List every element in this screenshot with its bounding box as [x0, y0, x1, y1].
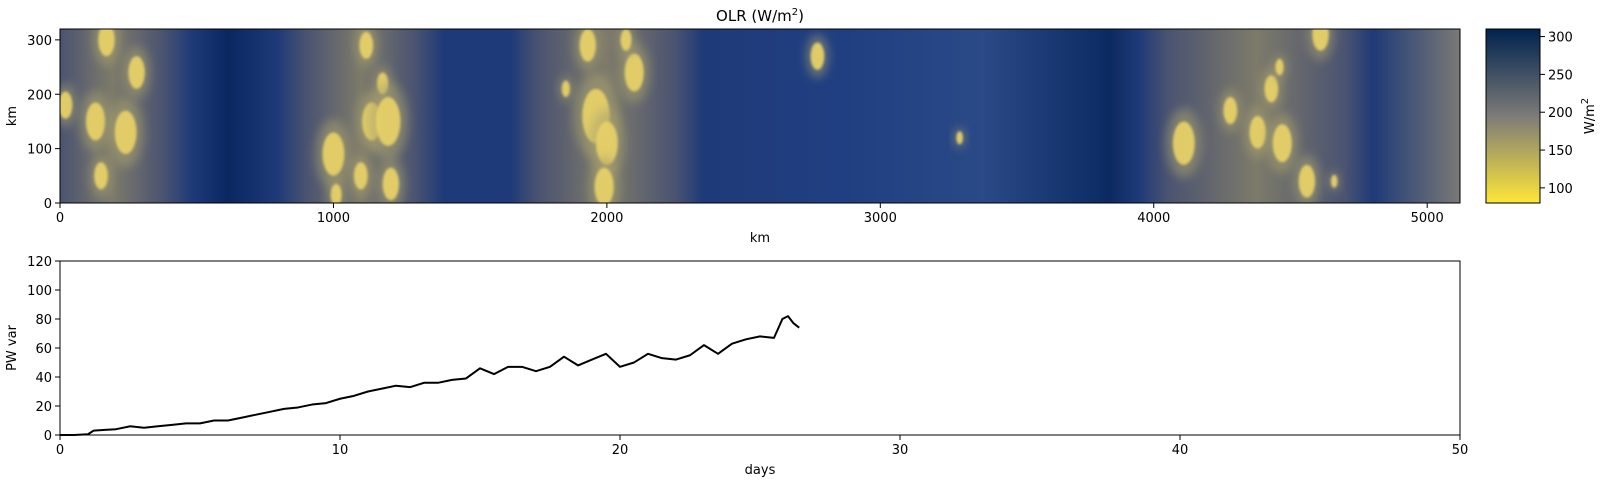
cloud-core: [1249, 116, 1266, 149]
heatmap-x-tick-label: 1000: [317, 211, 350, 226]
cloud-core: [1312, 29, 1329, 51]
line-x-tick-label: 10: [332, 443, 349, 458]
colorbar-tick-label: 150: [1548, 144, 1573, 159]
line-y-tick-label: 100: [27, 284, 52, 299]
line-x-tick-label: 50: [1452, 443, 1469, 458]
heatmap-x-tick-label: 0: [56, 211, 64, 226]
cloud-core: [359, 31, 374, 59]
heatmap-y-tick-label: 0: [44, 197, 52, 212]
line-y-tick-label: 60: [35, 342, 52, 357]
heatmap-y-ticks: 0 100 200 300: [27, 34, 60, 212]
cloud-core: [1275, 58, 1284, 76]
line-y-tick-label: 80: [35, 313, 52, 328]
cloud-core: [1272, 124, 1292, 163]
line-plot-area: [59, 260, 1461, 436]
cloud-core: [1172, 121, 1195, 165]
cloud-core: [1264, 75, 1279, 103]
colorbar-tick-label: 300: [1548, 31, 1573, 46]
line-ylabel: PW var: [5, 324, 20, 370]
line-y-ticks: 0 20 40 60 80 100 120: [27, 255, 60, 444]
heatmap-xlabel: km: [750, 231, 770, 246]
cloud-core: [595, 121, 618, 165]
cloud-core: [810, 42, 825, 70]
cloud-core: [375, 96, 401, 146]
heatmap-title: OLR (W/m2): [716, 7, 804, 25]
cloud-core: [624, 53, 644, 92]
heatmap-frame: [59, 28, 1461, 204]
heatmap-x-tick-label: 5000: [1411, 211, 1444, 226]
colorbar-label: W/m2: [1580, 98, 1598, 134]
cloud-core: [322, 132, 345, 176]
cloud-core: [85, 102, 106, 141]
cloud-core: [60, 91, 73, 119]
line-y-tick-label: 40: [35, 371, 52, 386]
cloud-core: [620, 29, 632, 51]
heatmap-clouds: [60, 29, 1340, 203]
heatmap-x-tick-label: 3000: [864, 211, 897, 226]
cloud-core: [330, 183, 342, 203]
colorbar-ticks: 100 150 200 250 300: [1540, 31, 1573, 197]
heatmap-x-tick-label: 4000: [1137, 211, 1170, 226]
heatmap-y-tick-label: 300: [27, 34, 52, 49]
line-y-tick-label: 20: [35, 400, 52, 415]
colorbar-tick-label: 200: [1548, 106, 1573, 121]
series-line-pw-var: [60, 315, 800, 436]
cloud-core: [579, 29, 596, 62]
heatmap-plot-area: [60, 29, 1460, 203]
line-y-tick-label: 0: [44, 429, 52, 444]
cloud-core: [353, 162, 368, 190]
line-x-tick-label: 20: [612, 443, 629, 458]
cloud-core: [561, 80, 570, 97]
cloud-core: [382, 167, 400, 201]
colorbar-tick-label: 100: [1548, 182, 1573, 197]
heatmap-x-tick-label: 2000: [590, 211, 623, 226]
cloud-core: [1330, 174, 1338, 188]
cloud-core: [1223, 96, 1238, 125]
cloud-core: [98, 29, 115, 57]
cloud-core: [128, 56, 145, 89]
line-x-tick-label: 30: [892, 443, 909, 458]
heatmap-ylabel: km: [5, 106, 20, 126]
cloud-core: [1298, 164, 1316, 198]
line-x-tick-label: 40: [1172, 443, 1189, 458]
line-xlabel: days: [745, 463, 776, 478]
colorbar-tick-label: 250: [1548, 68, 1573, 83]
cloud-core: [594, 167, 614, 203]
line-y-tick-label: 120: [27, 255, 52, 270]
heatmap-x-ticks: 0 1000 2000 3000 4000 5000: [56, 203, 1444, 226]
heatmap-y-tick-label: 200: [27, 88, 52, 103]
cloud-core: [94, 162, 108, 190]
cloud-core: [114, 110, 137, 155]
colorbar: [1485, 28, 1541, 204]
heatmap-y-tick-label: 100: [27, 143, 52, 158]
cloud-core: [956, 131, 963, 145]
line-x-tick-label: 0: [56, 443, 64, 458]
line-x-ticks: 0 10 20 30 40 50: [56, 435, 1468, 458]
